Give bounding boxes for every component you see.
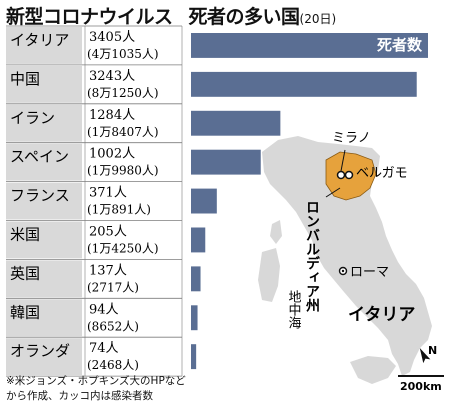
north-label: N (428, 344, 437, 357)
country-label: イラン (10, 109, 55, 127)
country-label-bg (6, 104, 82, 142)
death-count-label: 3243人 (89, 69, 135, 84)
bergamo-label: ベルガモ (356, 166, 408, 181)
rome-dot-center (341, 269, 345, 273)
bar (191, 227, 206, 253)
infection-count-label: (2468人) (87, 358, 139, 372)
milan-label: ミラノ (332, 131, 371, 146)
italy-label: イタリア (348, 305, 415, 325)
lombardy-label: ロンバルディア州 (304, 200, 321, 313)
country-label: 米国 (10, 226, 40, 244)
bar (191, 305, 198, 331)
death-count-label: 205人 (89, 225, 127, 240)
bar (191, 266, 201, 292)
north-arrow-icon (419, 348, 431, 364)
country-label-bg (6, 299, 82, 337)
legend-label: 死者数 (377, 36, 423, 54)
death-count-label: 1284人 (89, 108, 135, 123)
milan-dot (336, 170, 346, 180)
country-label: スペイン (10, 148, 69, 166)
country-label-bg (6, 65, 82, 103)
rome-label: ローマ (350, 265, 389, 280)
bergamo-dot (344, 170, 354, 180)
death-count-label: 74人 (89, 341, 119, 356)
bar (191, 110, 281, 136)
infection-count-label: (1万891人) (87, 203, 151, 217)
country-label-bg (6, 221, 82, 259)
infection-count-label: (4万1035人) (87, 47, 159, 61)
death-count-label: 94人 (89, 302, 119, 317)
sicily (350, 356, 396, 384)
bar (191, 33, 428, 58)
italy-map: ミラノ ベルガモ ロンバルディア州 ローマ 地中海 イタリア N 200km (258, 131, 444, 393)
bar (191, 149, 261, 175)
bar-rows: イタリア 3405人 (4万1035人) 中国 3243人 (8万1250人) イラン 128… (6, 25, 428, 377)
death-count-label: 3405人 (89, 30, 135, 45)
infection-count-label: (1万8407人) (87, 125, 159, 139)
country-label: 中国 (10, 70, 40, 88)
country-label-bg (6, 338, 82, 376)
bar (191, 188, 217, 214)
country-label-bg (6, 260, 82, 298)
country-label-bg (6, 27, 82, 64)
bar (191, 344, 197, 370)
country-label: オランダ (10, 342, 70, 360)
infection-count-label: (1万4250人) (87, 242, 159, 256)
header: 新型コロナウイルス 死者の多い国(20日) (6, 2, 337, 28)
infection-count-label: (2717人) (87, 280, 139, 294)
footnote-line-1: ※米ジョンズ・ホプキンズ大のHPなど (6, 375, 186, 387)
mediterranean-label: 地中海 (286, 290, 302, 329)
country-label-bg (6, 143, 82, 181)
infection-count-label: (8万1250人) (87, 86, 159, 100)
chart-title: 新型コロナウイルス (6, 6, 173, 28)
corsica (270, 220, 282, 244)
italy-mainland (262, 136, 432, 376)
country-label: フランス (10, 187, 70, 205)
death-count-label: 1002人 (89, 147, 135, 162)
lombardy-leader-line (325, 187, 341, 198)
infection-count-label: (1万9980人) (87, 164, 159, 178)
death-count-label: 371人 (89, 186, 127, 201)
date-note: (20日) (299, 12, 337, 26)
country-label-bg (6, 182, 82, 220)
milan-leader-line (340, 149, 346, 172)
country-label: 韓国 (10, 303, 40, 321)
death-count-label: 137人 (89, 263, 127, 278)
country-label: 英国 (10, 264, 40, 282)
footnote-line-2: から作成、カッコ内は感染者数 (6, 390, 153, 402)
sardinia (258, 248, 280, 302)
scale-label: 200km (400, 380, 442, 393)
footnote: ※米ジョンズ・ホプキンズ大のHPなど から作成、カッコ内は感染者数 (6, 374, 186, 404)
infection-count-label: (8652人) (87, 319, 139, 333)
chart-subtitle: 死者の多い国 (188, 6, 301, 28)
bar (191, 71, 417, 97)
country-label: イタリア (10, 31, 69, 49)
